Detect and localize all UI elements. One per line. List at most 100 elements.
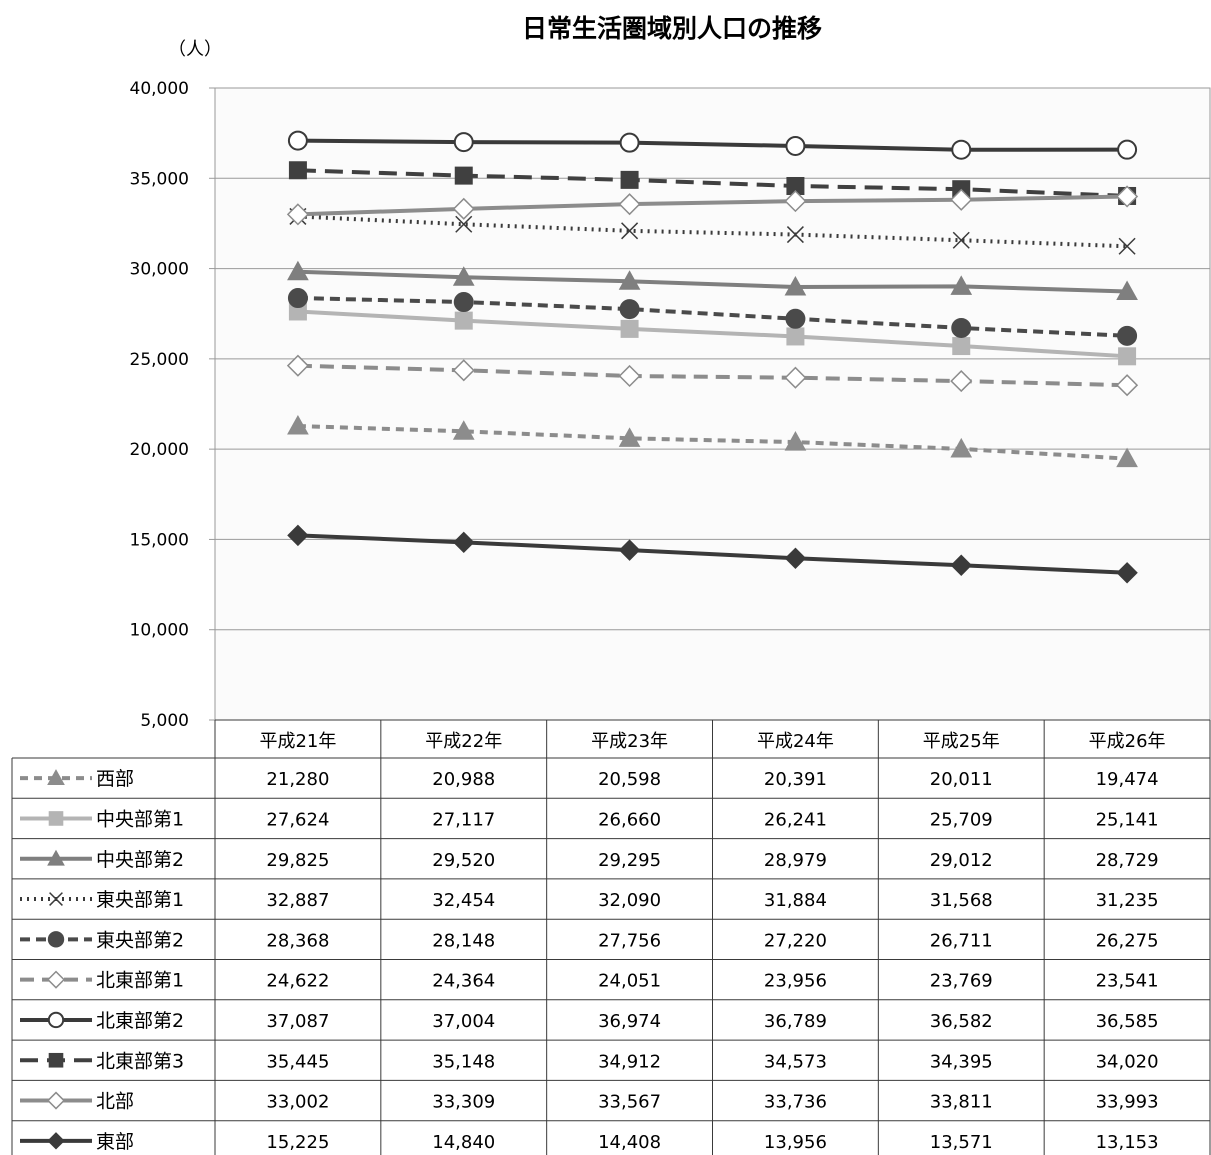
- legend-marker: [48, 811, 64, 826]
- table-cell: 13,956: [764, 1132, 827, 1153]
- x-category-label: 平成22年: [425, 731, 502, 752]
- x-category-label: 平成23年: [591, 731, 668, 752]
- x-category-label: 平成21年: [259, 731, 336, 752]
- table-cell: 33,811: [930, 1092, 993, 1113]
- table-cell: 28,729: [1096, 850, 1159, 871]
- table-cell: 26,241: [764, 809, 827, 830]
- legend-marker: [49, 892, 63, 906]
- data-point: [1116, 280, 1138, 301]
- y-axis-unit: （人）: [168, 39, 222, 60]
- table-cell: 31,884: [764, 890, 827, 911]
- table-cell: 20,011: [930, 769, 993, 790]
- table-cell: 25,709: [930, 809, 993, 830]
- legend-label: 北部: [96, 1091, 134, 1113]
- legend-marker: [47, 1132, 65, 1150]
- legend-label: 中央部第1: [96, 808, 184, 830]
- data-point: [784, 366, 807, 389]
- data-point: [618, 193, 641, 216]
- legend-label: 北東部第2: [96, 1010, 184, 1032]
- legend-label: 西部: [96, 768, 134, 790]
- legend-marker: [47, 769, 65, 786]
- legend-key: [20, 849, 92, 866]
- table-cell: 31,568: [930, 890, 993, 911]
- series-10: [287, 524, 1138, 584]
- data-point: [1118, 237, 1136, 255]
- legend-label: 中央部第2: [96, 849, 184, 871]
- data-point: [452, 197, 475, 220]
- table-cell: 29,295: [598, 850, 661, 871]
- table-cell: 24,364: [432, 971, 495, 992]
- table-cell: 28,368: [266, 930, 329, 951]
- data-point: [620, 170, 639, 189]
- legend-label: 北東部第3: [96, 1050, 184, 1072]
- y-tick-label: 15,000: [130, 530, 189, 550]
- data-point: [287, 415, 309, 435]
- table-cell: 33,567: [598, 1092, 661, 1113]
- series-9: [286, 185, 1139, 226]
- data-point: [453, 292, 474, 313]
- data-point: [784, 547, 807, 569]
- data-point: [618, 539, 641, 561]
- legend-key: [20, 1091, 92, 1110]
- data-point: [620, 319, 639, 338]
- table-cell: 23,541: [1096, 971, 1159, 992]
- table-cell: 14,408: [598, 1132, 661, 1153]
- table-cell: 35,445: [266, 1051, 329, 1072]
- data-point: [618, 270, 641, 290]
- table-cell: 29,012: [930, 850, 993, 871]
- table-cell: 21,280: [266, 769, 329, 790]
- data-point: [951, 317, 972, 338]
- series-line: [297, 296, 1128, 338]
- legend-key: [20, 1052, 92, 1068]
- data-point: [453, 132, 474, 153]
- table-cell: 32,090: [598, 890, 661, 911]
- table-cell: 35,148: [432, 1051, 495, 1072]
- series-lines: [286, 130, 1139, 584]
- data-point: [950, 188, 973, 211]
- chart-title: 日常生活圏域別人口の推移: [522, 14, 822, 43]
- series-line: [297, 194, 1128, 217]
- y-tick-label: 35,000: [130, 169, 189, 189]
- legend-key: [20, 1132, 92, 1150]
- data-point: [618, 427, 641, 447]
- y-tick-label: 40,000: [130, 79, 189, 99]
- data-point: [784, 431, 807, 451]
- data-point: [618, 364, 641, 388]
- series-line: [297, 363, 1128, 388]
- series-2: [288, 302, 1137, 366]
- data-point: [951, 139, 972, 160]
- table-cell: 26,711: [930, 930, 993, 951]
- series-line: [297, 214, 1128, 249]
- table-cell: 24,051: [598, 971, 661, 992]
- data-point: [950, 437, 973, 458]
- table-cell: 36,582: [930, 1011, 993, 1032]
- table-cell: 36,585: [1096, 1011, 1159, 1032]
- table-cell: 19,474: [1096, 769, 1159, 790]
- data-point: [1116, 374, 1139, 397]
- table-cell: 27,624: [266, 809, 329, 830]
- y-tick-label: 10,000: [130, 621, 189, 641]
- data-point: [950, 370, 973, 393]
- data-point: [454, 166, 473, 185]
- data-point: [786, 226, 804, 244]
- table-cell: 13,153: [1096, 1132, 1159, 1153]
- data-point: [950, 275, 973, 295]
- series-line: [297, 168, 1128, 198]
- data-point: [785, 308, 806, 329]
- table-cell: 24,622: [266, 971, 329, 992]
- table-cell: 34,912: [598, 1051, 661, 1072]
- table-cell: 34,020: [1096, 1051, 1159, 1072]
- data-point: [287, 130, 308, 151]
- data-point: [1116, 562, 1138, 584]
- data-point: [785, 135, 806, 156]
- data-point: [288, 161, 307, 180]
- series-6: [286, 354, 1139, 397]
- table-cell: 34,395: [930, 1051, 993, 1072]
- y-axis: 40,000 35,000 30,000 25,000 20,000 15,000 10,0…: [130, 79, 215, 731]
- y-tick-label: 30,000: [130, 260, 189, 280]
- data-point: [784, 190, 807, 213]
- table-cell: 25,141: [1096, 809, 1159, 830]
- data-point: [1116, 447, 1138, 468]
